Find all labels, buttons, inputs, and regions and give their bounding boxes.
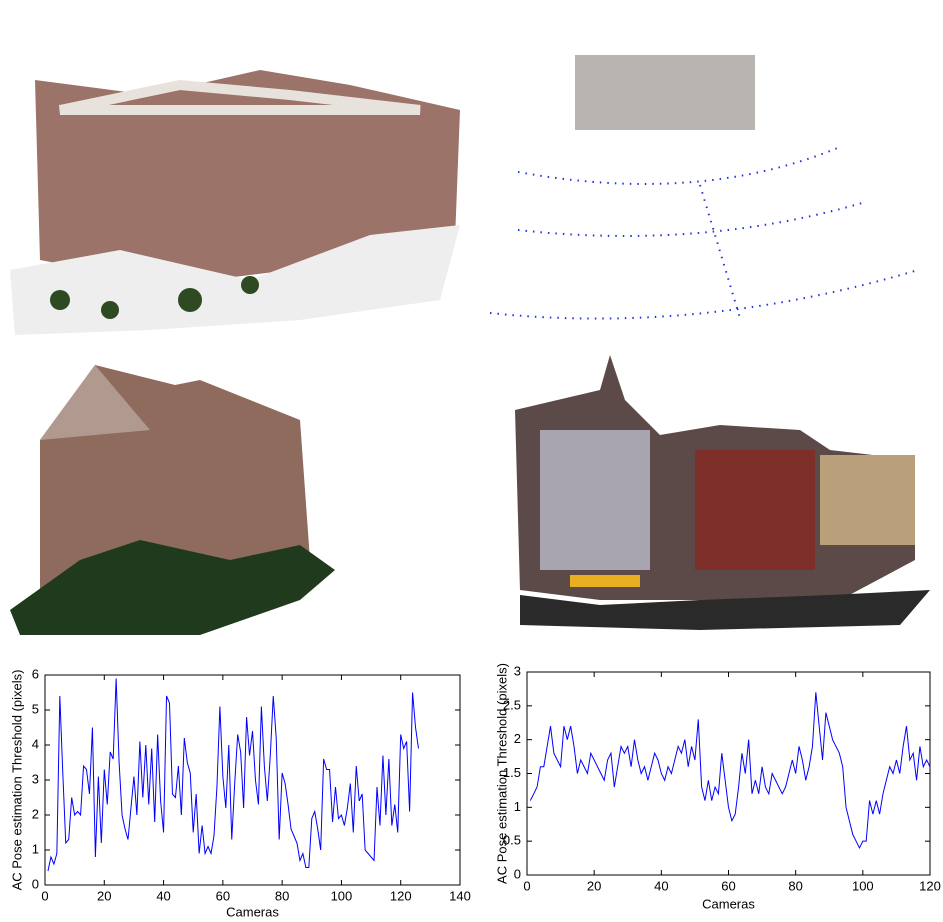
y-tick-label: 2.5 xyxy=(503,697,521,712)
y-tick-label: 3 xyxy=(32,771,39,786)
point-cloud-top-right xyxy=(489,55,919,320)
y-axis-label: AC Pose estimation Threshold (pixels) xyxy=(9,670,24,891)
plot-frame xyxy=(44,674,461,886)
y-tick-label: 4 xyxy=(32,736,39,751)
y-tick-label: 0.5 xyxy=(503,833,521,848)
point-cloud-top-left xyxy=(10,70,460,335)
point-cloud-middle-left xyxy=(10,365,335,635)
x-tick-label: 60 xyxy=(721,878,735,893)
y-tick-label: 0 xyxy=(514,866,521,881)
y-tick-label: 3 xyxy=(514,663,521,678)
data-line xyxy=(47,678,419,872)
x-axis-label: Cameras xyxy=(226,904,279,919)
y-tick-label: 1 xyxy=(32,841,39,856)
line-chart: 0 20 40 60 80 100 120 0 0.5 1 1.5 2 2.5 3 Cameras AC Po… xyxy=(494,663,940,911)
y-tick-label: 6 xyxy=(32,666,39,681)
y-axis-label: AC Pose estimation Threshold (pixels) xyxy=(494,663,509,884)
y-tick-label: 2 xyxy=(32,806,39,821)
y-tick-label: 2 xyxy=(514,731,521,746)
x-tick-label: 20 xyxy=(587,878,601,893)
point-cloud-middle-right xyxy=(515,355,930,630)
x-axis-label: Cameras xyxy=(702,896,755,911)
x-tick-label: 40 xyxy=(156,888,170,903)
y-tick-label: 5 xyxy=(32,701,39,716)
x-tick-label: 80 xyxy=(788,878,802,893)
x-tick-label: 120 xyxy=(390,888,412,903)
x-tick-label: 20 xyxy=(97,888,111,903)
y-tick-label: 1.5 xyxy=(503,765,521,780)
x-tick-label: 40 xyxy=(654,878,668,893)
x-tick-label: 100 xyxy=(852,878,874,893)
x-tick-label: 0 xyxy=(523,878,530,893)
x-tick-label: 140 xyxy=(449,888,471,903)
x-tick-label: 80 xyxy=(275,888,289,903)
line-chart: 0 20 40 60 80 100 120 140 0 1 2 3 4 5 6 Cameras AC Pose … xyxy=(9,666,470,919)
x-tick-label: 60 xyxy=(216,888,230,903)
x-tick-label: 120 xyxy=(919,878,941,893)
data-line xyxy=(529,692,931,850)
y-tick-label: 0 xyxy=(32,876,39,891)
y-tick-label: 1 xyxy=(514,799,521,814)
x-tick-label: 0 xyxy=(41,888,48,903)
x-tick-label: 100 xyxy=(331,888,353,903)
